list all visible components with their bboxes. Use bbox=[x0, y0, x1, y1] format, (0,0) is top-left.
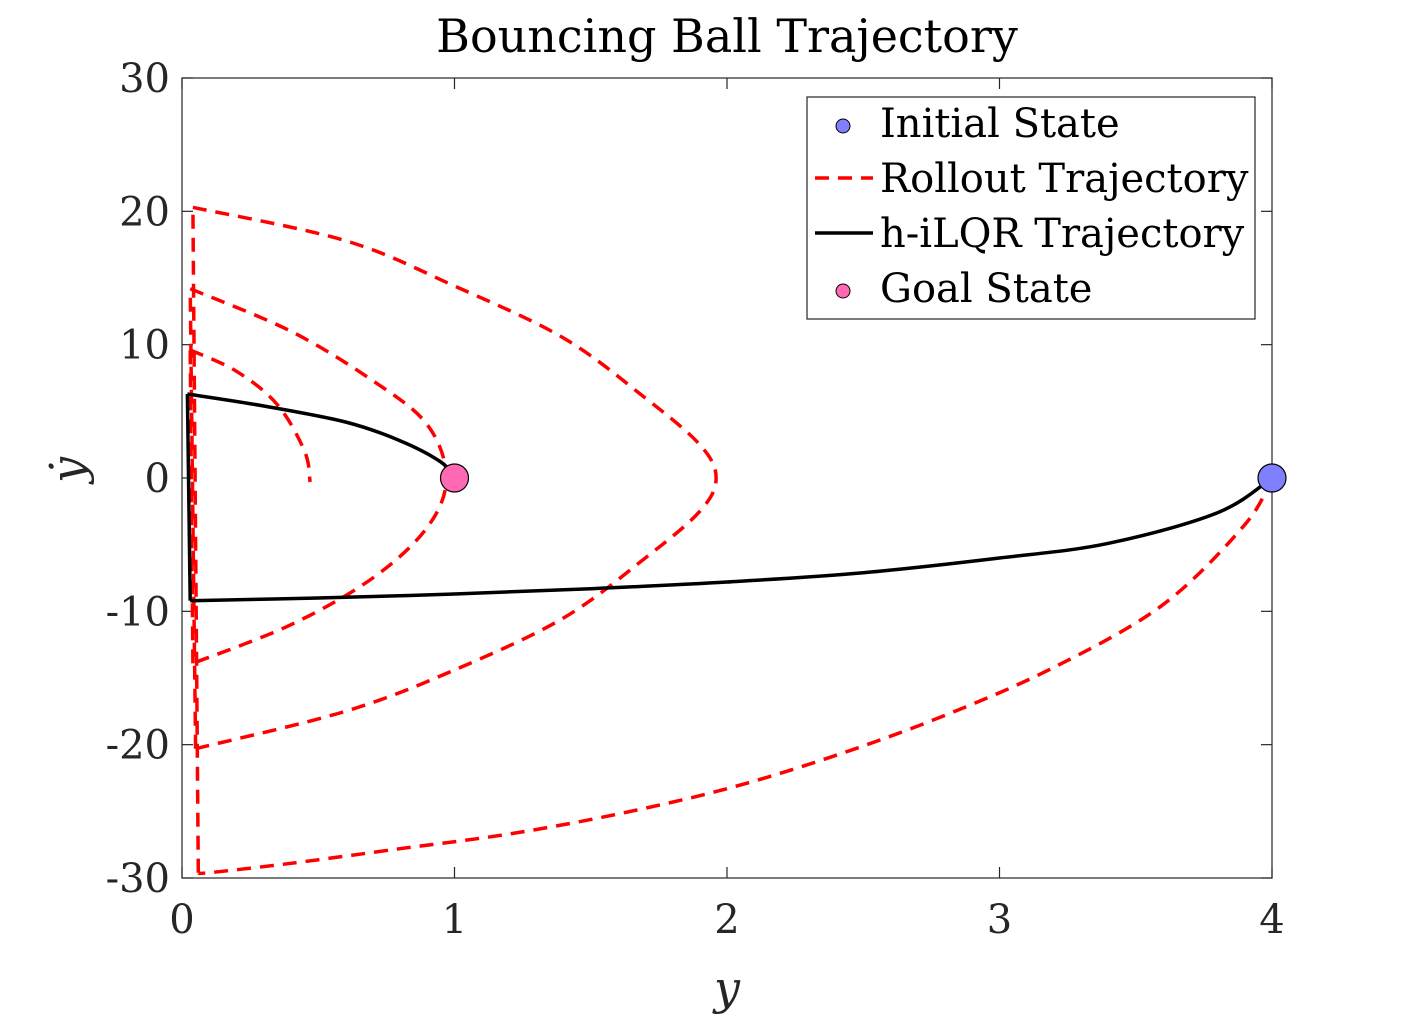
y-tick-label: -30 bbox=[106, 856, 170, 902]
legend-box bbox=[806, 96, 1256, 320]
y-tick-label: 10 bbox=[119, 323, 170, 369]
goal-state-marker bbox=[439, 463, 470, 493]
y-tick-label: 20 bbox=[119, 189, 170, 235]
legend-goal-state-label: Goal State bbox=[880, 266, 1092, 312]
h-ilqr-trajectory-line bbox=[190, 476, 1273, 603]
initial-state-marker bbox=[1257, 463, 1287, 493]
y-tick-label: 30 bbox=[119, 56, 170, 102]
legend-initial-state-label: Initial State bbox=[880, 101, 1120, 147]
y-tick-label: -10 bbox=[106, 589, 170, 635]
rollout-trajectory-line bbox=[191, 207, 201, 873]
state-markers bbox=[439, 463, 1287, 493]
rollout-trajectory-line bbox=[189, 348, 312, 483]
x-tick-label: 3 bbox=[987, 897, 1012, 943]
rollout-trajectory-line bbox=[196, 477, 1274, 876]
legend-initial-state-swatch bbox=[835, 118, 851, 134]
axis-ticks: 0 1 2 3 4 -30 -20 -10 0 10 20 30 bbox=[106, 56, 1285, 943]
x-axis-label: y bbox=[712, 961, 741, 1015]
y-axis-label: ẏ bbox=[41, 456, 95, 485]
legend-h-ilqr-trajectory-label: h-iLQR Trajectory bbox=[880, 211, 1245, 257]
h-ilqr-trajectory-line bbox=[185, 393, 192, 601]
chart-title: Bouncing Ball Trajectory bbox=[436, 9, 1018, 63]
legend: Initial State Rollout Trajectory h-iLQR Tr… bbox=[806, 96, 1256, 320]
rollout-trajectory-line bbox=[192, 205, 718, 751]
x-tick-label: 1 bbox=[442, 897, 467, 943]
x-tick-label: 2 bbox=[714, 897, 739, 943]
y-tick-label: -20 bbox=[106, 723, 170, 769]
rollout-trajectory-line bbox=[188, 349, 195, 664]
y-tick-label: 0 bbox=[145, 456, 170, 502]
legend-rollout-trajectory-label: Rollout Trajectory bbox=[880, 156, 1249, 202]
x-tick-label: 4 bbox=[1259, 897, 1284, 943]
h-ilqr-trajectory-line bbox=[187, 392, 456, 480]
x-tick-label: 0 bbox=[169, 897, 194, 943]
legend-goal-state-swatch bbox=[835, 283, 851, 299]
